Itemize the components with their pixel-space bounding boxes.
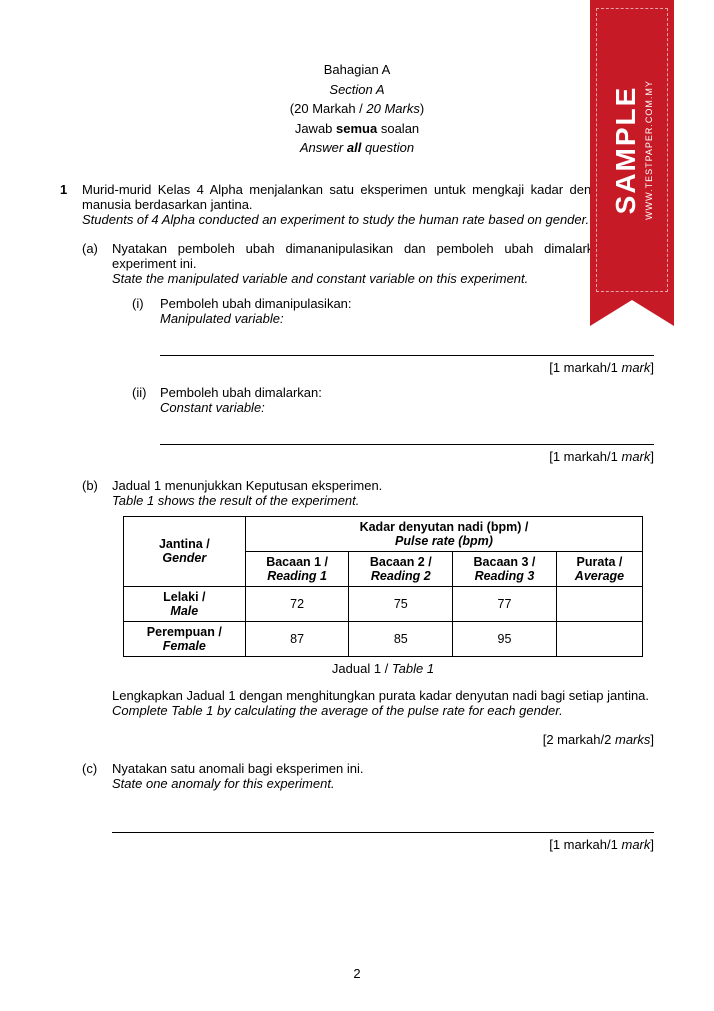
q1a-ii-label: (ii) [132, 385, 160, 415]
q1c: (c) Nyatakan satu anomali bagi eksperime… [82, 761, 654, 852]
q1a-i-en: Manipulated variable: [160, 311, 654, 326]
q1b-en: Table 1 shows the result of the experime… [112, 493, 654, 508]
q1-stem-en: Students of 4 Alpha conducted an experim… [82, 212, 654, 227]
td-male-r3: 77 [453, 586, 557, 621]
td-female-r3: 95 [453, 621, 557, 656]
q1c-en: State one anomaly for this experiment. [112, 776, 654, 791]
question-number: 1 [60, 182, 82, 852]
q1a-i: (i) Pemboleh ubah dimanipulasikan: Manip… [112, 296, 654, 326]
th-reading2: Bacaan 2 /Reading 2 [349, 551, 453, 586]
q1c-marks: [1 markah/1 mark] [112, 837, 654, 852]
answer-line[interactable] [160, 421, 654, 445]
td-female-label: Perempuan /Female [123, 621, 245, 656]
q1b-label: (b) [82, 478, 112, 747]
sample-ribbon: SAMPLE WWW.TESTPAPER.COM.MY [590, 0, 674, 300]
q1b-instr-ms: Lengkapkan Jadual 1 dengan menghitungkan… [112, 688, 654, 703]
q1a-label: (a) [82, 241, 112, 464]
header-line-marks: (20 Markah / 20 Marks) [60, 99, 654, 119]
q1a-ii-marks: [1 markah/1 mark] [112, 449, 654, 464]
ribbon-text: SAMPLE WWW.TESTPAPER.COM.MY [610, 80, 654, 220]
header-line-bahagian: Bahagian A [60, 60, 654, 80]
q1a-i-marks: [1 markah/1 mark] [112, 360, 654, 375]
td-female-r1: 87 [245, 621, 349, 656]
ribbon-url-label: WWW.TESTPAPER.COM.MY [644, 80, 654, 220]
td-male-r1: 72 [245, 586, 349, 621]
ribbon-sample-label: SAMPLE [610, 80, 642, 220]
th-reading1: Bacaan 1 /Reading 1 [245, 551, 349, 586]
th-average: Purata /Average [556, 551, 642, 586]
td-male-avg[interactable] [556, 586, 642, 621]
q1a: (a) Nyatakan pemboleh ubah dimananipulas… [82, 241, 654, 464]
q1a-ii-ms: Pemboleh ubah dimalarkan: [160, 385, 654, 400]
question-1: 1 Murid-murid Kelas 4 Alpha menjalankan … [60, 182, 654, 852]
q1-stem-ms: Murid-murid Kelas 4 Alpha menjalankan sa… [82, 182, 654, 212]
td-male-label: Lelaki /Male [123, 586, 245, 621]
q1c-label: (c) [82, 761, 112, 852]
table-row: Lelaki /Male 72 75 77 [123, 586, 642, 621]
header-line-section: Section A [60, 80, 654, 100]
pulse-rate-table: Jantina / Gender Kadar denyutan nadi (bp… [123, 516, 643, 657]
q1a-ii: (ii) Pemboleh ubah dimalarkan: Constant … [112, 385, 654, 415]
answer-line[interactable] [112, 809, 654, 833]
question-body: Murid-murid Kelas 4 Alpha menjalankan sa… [82, 182, 654, 852]
table-caption: Jadual 1 / Table 1 [112, 661, 654, 676]
td-female-r2: 85 [349, 621, 453, 656]
q1a-i-label: (i) [132, 296, 160, 326]
q1b: (b) Jadual 1 menunjukkan Keputusan ekspe… [82, 478, 654, 747]
page-number: 2 [0, 966, 714, 981]
header-line-answer: Answer all question [60, 138, 654, 158]
answer-line[interactable] [160, 332, 654, 356]
td-female-avg[interactable] [556, 621, 642, 656]
th-gender: Jantina / Gender [123, 516, 245, 586]
q1c-ms: Nyatakan satu anomali bagi eksperimen in… [112, 761, 654, 776]
q1b-marks: [2 markah/2 marks] [112, 732, 654, 747]
header-line-jawab: Jawab semua soalan [60, 119, 654, 139]
q1b-ms: Jadual 1 menunjukkan Keputusan eksperime… [112, 478, 654, 493]
th-reading3: Bacaan 3 /Reading 3 [453, 551, 557, 586]
q1b-instr-en: Complete Table 1 by calculating the aver… [112, 703, 654, 718]
q1a-en: State the manipulated variable and const… [112, 271, 654, 286]
td-male-r2: 75 [349, 586, 453, 621]
q1a-ms: Nyatakan pemboleh ubah dimananipulasikan… [112, 241, 654, 271]
section-header: Bahagian A Section A (20 Markah / 20 Mar… [60, 60, 654, 158]
th-rate: Kadar denyutan nadi (bpm) / Pulse rate (… [245, 516, 642, 551]
q1a-i-ms: Pemboleh ubah dimanipulasikan: [160, 296, 654, 311]
q1a-ii-en: Constant variable: [160, 400, 654, 415]
table-row: Perempuan /Female 87 85 95 [123, 621, 642, 656]
